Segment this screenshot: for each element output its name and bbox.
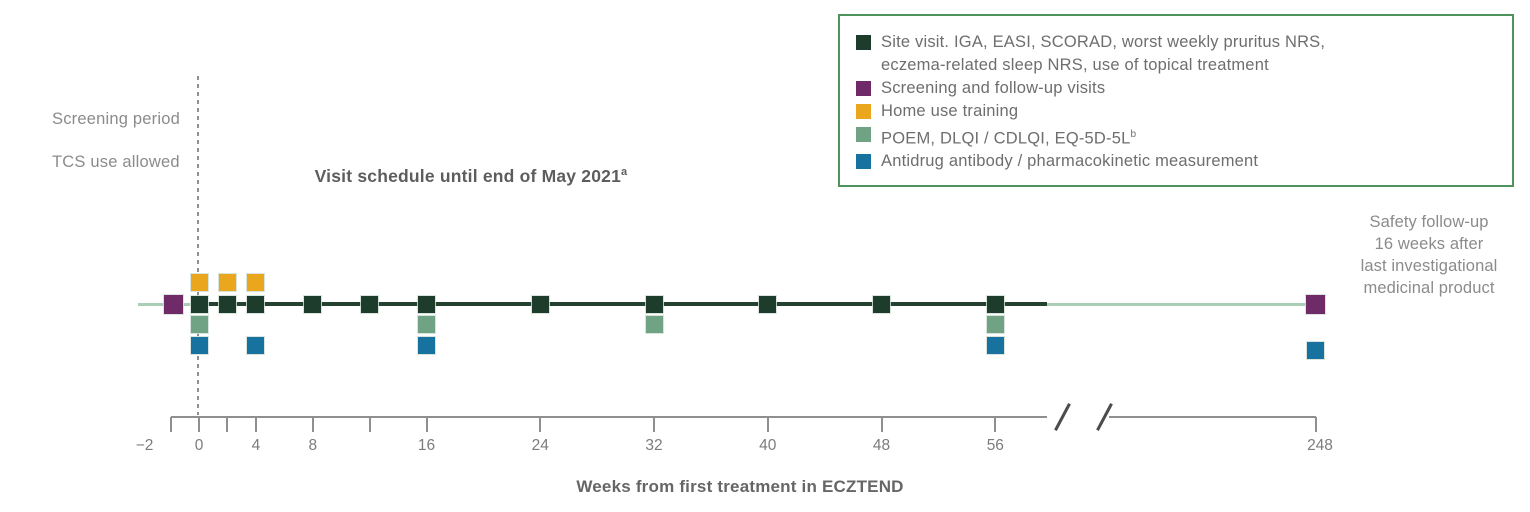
axis-tick: [425, 417, 428, 432]
antidrug-swatch-icon: [856, 154, 871, 170]
site-visit-marker: [361, 295, 379, 313]
site-visit-marker: [247, 295, 265, 313]
screening-visit-marker: [1305, 294, 1325, 314]
axis-label: Weeks from first treatment in ECZTEND: [576, 477, 904, 496]
site-visit-marker: [759, 295, 777, 313]
poem-visit-marker: [418, 315, 436, 333]
poem-swatch-icon: [856, 126, 871, 142]
screening-swatch-icon: [856, 80, 871, 96]
legend-box: Site visit. IGA, EASI, SCORAD, worst wee…: [838, 14, 1514, 187]
axis-tick: [994, 417, 997, 432]
axis-tick: [226, 417, 229, 432]
axis-tick: [311, 417, 314, 432]
axis-tick: [539, 417, 542, 432]
chart-title-text: Visit schedule until end of May 2021: [314, 166, 622, 186]
antidrug-visit-marker: [247, 336, 265, 354]
axis-tick-label: 8: [308, 437, 318, 454]
axis-tick: [880, 417, 883, 432]
axis-tick: [653, 417, 656, 432]
axis-end-tick: [1315, 417, 1317, 432]
treatment-line: [199, 302, 1047, 306]
site-visit-marker: [190, 295, 208, 313]
legend-footnote-marker: b: [1130, 128, 1137, 140]
home-swatch-icon: [856, 103, 871, 119]
legend-item-label: Site visit. IGA, EASI, SCORAD, worst wee…: [881, 32, 1326, 74]
site-visit-marker: [304, 295, 322, 313]
chart-title: Visit schedule until end of May 2021a: [271, 166, 671, 187]
legend-item-label: Antidrug antibody / pharmacokinetic meas…: [881, 152, 1259, 171]
legend-item-label: POEM, DLQI / CDLQI, EQ-5D-5Lb: [881, 128, 1137, 148]
legend-item-label: Screening and follow-up visits: [881, 78, 1106, 97]
antidrug-visit-marker: [190, 336, 208, 354]
antidrug-visit-marker: [418, 336, 436, 354]
poem-visit-marker: [645, 315, 663, 333]
axis-tick-label: 56: [986, 437, 1004, 454]
poem-visit-marker: [986, 315, 1004, 333]
home-visit-marker: [218, 273, 236, 291]
site-visit-marker: [418, 295, 436, 313]
axis-tick-label: 48: [872, 437, 891, 454]
poem-visit-marker: [190, 315, 208, 333]
antidrug-visit-marker: [986, 336, 1004, 354]
axis-tick-label: −2: [135, 437, 154, 454]
home-visit-marker: [190, 273, 208, 291]
legend-item-label: Home use training: [881, 101, 1019, 120]
axis-tick-label: 40: [759, 437, 777, 454]
axis-tick: [254, 417, 257, 432]
site-visit-marker: [531, 295, 549, 313]
site-swatch-icon: [856, 34, 871, 50]
screening-period-label: Screening period: [52, 110, 180, 128]
axis-line: [1109, 416, 1316, 418]
site-visit-marker: [986, 295, 1004, 313]
screening-visit-marker: [163, 294, 183, 314]
axis-tick-label: 248: [1307, 437, 1333, 454]
axis-break-slash: [1053, 403, 1071, 431]
axis-tick-label: 0: [194, 437, 204, 454]
legend-item: POEM, DLQI / CDLQI, EQ-5D-5Lb: [854, 123, 1498, 151]
chart-title-footnote-marker: a: [621, 166, 628, 179]
legend-item: Antidrug antibody / pharmacokinetic meas…: [854, 150, 1498, 173]
site-visit-marker: [873, 295, 891, 313]
axis-tick: [198, 417, 200, 432]
legend-item: Home use training: [854, 100, 1498, 123]
axis-tick: [766, 417, 769, 432]
site-visit-marker: [645, 295, 663, 313]
legend-item: Site visit. IGA, EASI, SCORAD, worst wee…: [854, 31, 1498, 77]
axis-line: [171, 416, 1047, 418]
axis-tick-label: 4: [251, 437, 261, 454]
safety-followup-note: Safety follow-up 16 weeks after last inv…: [1360, 213, 1498, 297]
axis-tick: [169, 417, 172, 432]
axis-tick: [368, 417, 371, 432]
axis-tick-label: 32: [645, 437, 663, 454]
week-zero-dashed-line: [197, 76, 199, 415]
home-visit-marker: [247, 273, 265, 291]
axis-tick-label: 24: [531, 437, 549, 454]
followup-line: [1047, 302, 1312, 306]
axis-tick-label: 16: [417, 437, 436, 454]
site-visit-marker: [218, 295, 236, 313]
legend-item: Screening and follow-up visits: [854, 77, 1498, 100]
antidrug-visit-marker: [1306, 341, 1324, 359]
tcs-use-allowed-label: TCS use allowed: [52, 153, 180, 171]
